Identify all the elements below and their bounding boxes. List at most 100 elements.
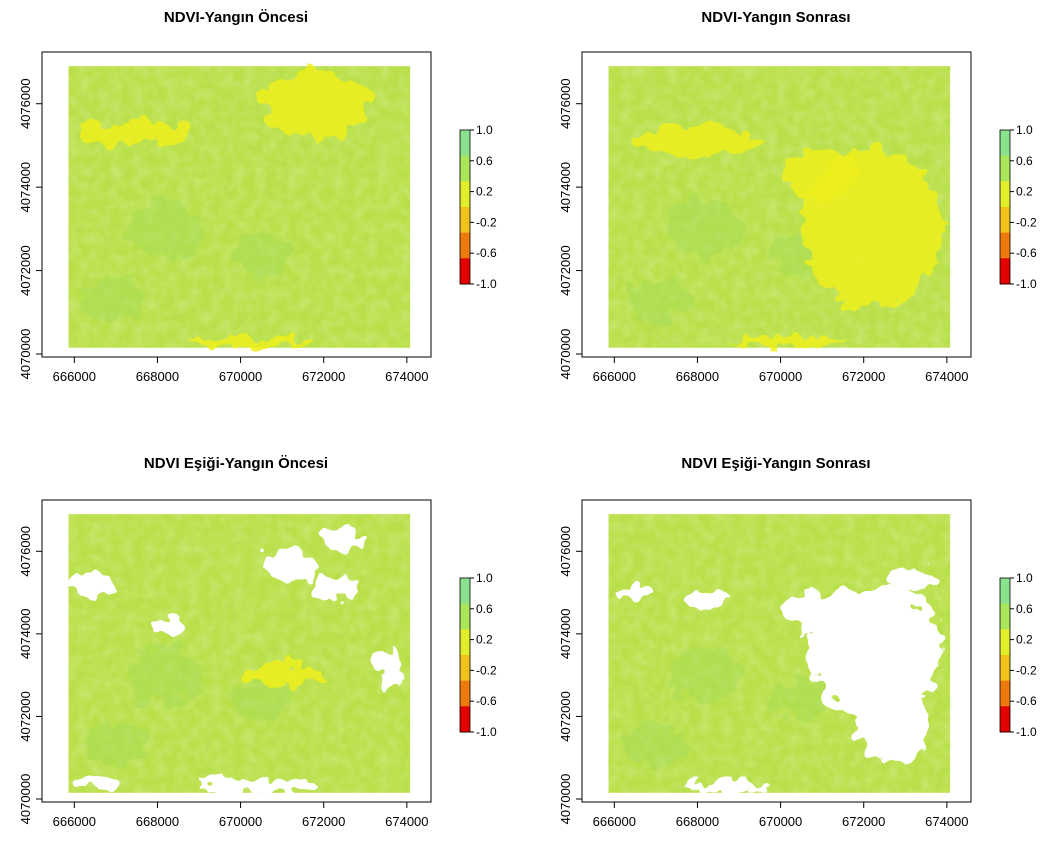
low-ndvi-region: [78, 120, 195, 146]
legend-label: -1.0: [476, 725, 497, 739]
x-tick-label: 672000: [842, 369, 885, 384]
legend-swatch: [1000, 629, 1010, 656]
legend-swatch: [460, 258, 470, 285]
y-tick-label: 4070000: [18, 774, 33, 825]
chart-panel-2: NDVI-Yangın Sonrası 666000 668000 670000 672…: [558, 9, 1037, 384]
legend-label: -1.0: [1016, 277, 1037, 291]
vegetation-patch: [128, 199, 204, 259]
x-tick-label: 666000: [593, 814, 636, 829]
legend-swatch: [460, 155, 470, 182]
x-tick-label: 668000: [676, 369, 719, 384]
x-tick-label: 668000: [676, 814, 719, 829]
x-tick-label: 674000: [925, 814, 968, 829]
legend-frame: [459, 577, 471, 733]
chart-panel-3: NDVI Eşiği-Yangın Öncesi 666000 668000 6700…: [18, 455, 497, 829]
vegetation-patch: [622, 724, 690, 766]
low-ndvi-region: [734, 335, 843, 348]
legend-label: -0.2: [1016, 663, 1037, 677]
legend-label: 1.0: [1016, 571, 1033, 585]
legend-swatch: [460, 207, 470, 234]
legend-swatch: [460, 603, 470, 630]
legend-swatch: [1000, 207, 1010, 234]
legend-frame: [459, 129, 471, 285]
legend-label: -0.2: [476, 663, 497, 677]
masked-region: [377, 650, 403, 692]
x-tick-label: 666000: [53, 814, 96, 829]
x-tick-label: 666000: [53, 369, 96, 384]
vegetation-patch: [82, 724, 150, 766]
y-tick-label: 4072000: [18, 245, 33, 296]
legend-swatch: [460, 629, 470, 656]
vegetation-patch: [232, 679, 291, 721]
legend-swatch: [460, 578, 470, 605]
y-tick-label: 4076000: [18, 526, 33, 577]
legend-swatch: [1000, 706, 1010, 733]
chart-panel-1: NDVI-Yangın Öncesi 666000 668000 670000 6720…: [18, 9, 497, 384]
y-tick-label: 4076000: [558, 526, 573, 577]
legend-swatch: [1000, 155, 1010, 182]
y-tick-label: 4070000: [558, 329, 573, 380]
vegetation-patch: [668, 646, 744, 705]
vegetation-patch: [772, 679, 831, 721]
x-tick-label: 668000: [136, 369, 179, 384]
masked-region: [70, 573, 112, 595]
y-tick-label: 4072000: [558, 691, 573, 742]
chart-title: NDVI-Yangın Öncesi: [164, 9, 308, 26]
chart-title: NDVI Eşiği-Yangın Sonrası: [681, 455, 870, 472]
legend-swatch: [1000, 130, 1010, 157]
legend-label: 0.2: [1016, 633, 1033, 647]
vegetation-patch: [128, 646, 204, 705]
low-ndvi-region: [784, 149, 860, 200]
x-tick-label: 672000: [302, 814, 345, 829]
legend-label: 0.6: [1016, 602, 1033, 616]
chart-title: NDVI Eşiği-Yangın Öncesi: [144, 455, 328, 472]
x-tick-label: 670000: [219, 369, 262, 384]
legend-label: 0.2: [1016, 185, 1033, 199]
masked-region: [199, 778, 316, 795]
legend-swatch: [460, 232, 470, 259]
x-tick-label: 672000: [302, 369, 345, 384]
y-tick-label: 4070000: [18, 329, 33, 380]
chart-title: NDVI-Yangın Sonrası: [701, 9, 850, 26]
legend-label: 1.0: [476, 123, 493, 137]
legend-swatch: [460, 680, 470, 707]
low-ndvi-region: [635, 126, 760, 156]
masked-region: [784, 592, 860, 634]
legend-label: -1.0: [476, 277, 497, 291]
masked-region: [689, 780, 773, 793]
masked-region: [319, 526, 362, 552]
legend-swatch: [1000, 680, 1010, 707]
y-tick-label: 4074000: [558, 609, 573, 660]
legend-label: 0.6: [1016, 154, 1033, 168]
masked-region: [261, 547, 320, 581]
vegetation-patch: [232, 233, 291, 275]
x-tick-label: 670000: [759, 814, 802, 829]
legend-label: 0.6: [476, 154, 493, 168]
legend-swatch: [1000, 232, 1010, 259]
y-tick-label: 4074000: [18, 162, 33, 213]
legend-label: -0.6: [1016, 246, 1037, 260]
legend-swatch: [1000, 258, 1010, 285]
legend-swatch: [1000, 181, 1010, 208]
legend-label: -1.0: [1016, 725, 1037, 739]
legend-label: -0.6: [476, 694, 497, 708]
masked-region: [888, 567, 939, 593]
legend-swatch: [460, 181, 470, 208]
y-tick-label: 4072000: [18, 691, 33, 742]
masked-region: [614, 584, 648, 601]
masked-region: [311, 576, 362, 601]
x-tick-label: 668000: [136, 814, 179, 829]
x-tick-label: 674000: [385, 369, 428, 384]
vegetation-patch: [82, 278, 150, 321]
legend-swatch: [1000, 603, 1010, 630]
low-ndvi-region: [261, 70, 370, 138]
x-tick-label: 670000: [759, 369, 802, 384]
legend-label: 0.2: [476, 633, 493, 647]
vegetation-patch: [622, 278, 690, 321]
x-tick-label: 674000: [385, 814, 428, 829]
y-tick-label: 4070000: [558, 774, 573, 825]
y-tick-label: 4074000: [18, 609, 33, 660]
legend-label: -0.6: [476, 246, 497, 260]
masked-region: [153, 617, 187, 634]
legend-frame: [999, 577, 1011, 733]
